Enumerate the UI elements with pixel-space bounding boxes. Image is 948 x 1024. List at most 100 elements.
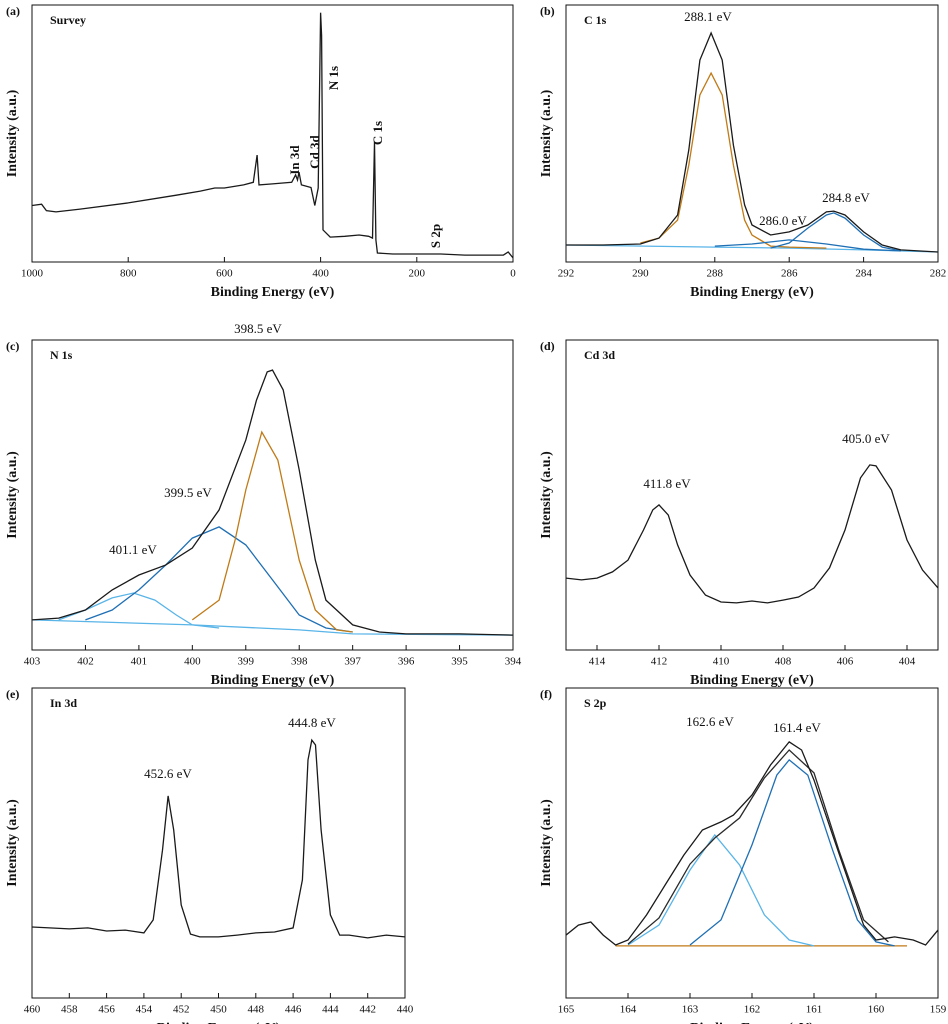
x-tick-label: 452 bbox=[173, 1004, 190, 1016]
panel-label: (a) bbox=[6, 4, 20, 18]
x-tick-label: 396 bbox=[398, 656, 415, 668]
spectrum-line bbox=[566, 244, 938, 253]
y-axis-label: Intensity (a.u.) bbox=[5, 451, 20, 539]
x-tick-label: 410 bbox=[713, 656, 730, 668]
y-axis-label: Intensity (a.u.) bbox=[539, 799, 554, 887]
x-tick-label: 401 bbox=[131, 656, 148, 668]
x-axis-label: Binding Energy (eV) bbox=[690, 673, 814, 688]
peak-label: C 1s bbox=[370, 121, 385, 145]
x-tick-label: 458 bbox=[61, 1004, 78, 1016]
panel-label: (e) bbox=[6, 687, 19, 701]
peak-label: 286.0 eV bbox=[759, 213, 807, 228]
x-tick-label: 395 bbox=[451, 656, 468, 668]
x-axis-label: Binding Energy (eV) bbox=[211, 673, 335, 688]
panel-label: (b) bbox=[540, 4, 555, 18]
x-tick-label: 398 bbox=[291, 656, 308, 668]
x-tick-label: 412 bbox=[651, 656, 668, 668]
spectrum-line bbox=[770, 212, 901, 252]
plot-frame bbox=[565, 339, 939, 651]
x-tick-label: 284 bbox=[855, 268, 872, 280]
x-tick-label: 800 bbox=[120, 268, 137, 280]
x-tick-label: 286 bbox=[781, 268, 798, 280]
x-axis-label: Binding Energy (eV) bbox=[211, 285, 335, 300]
x-tick-label: 399 bbox=[238, 656, 255, 668]
spectrum-line bbox=[627, 749, 889, 945]
x-tick-label: 406 bbox=[837, 656, 854, 668]
peak-label: In 3d bbox=[287, 145, 302, 175]
x-tick-label: 450 bbox=[210, 1004, 227, 1016]
x-axis-label: Binding Energy (eV) bbox=[690, 1021, 814, 1024]
panel-title: In 3d bbox=[50, 696, 77, 710]
spectrum-line bbox=[640, 71, 827, 249]
panel-title: Cd 3d bbox=[584, 348, 615, 362]
panel-title: Survey bbox=[50, 13, 86, 27]
x-axis-label: Binding Energy (eV) bbox=[690, 285, 814, 300]
spectrum-line bbox=[32, 738, 405, 939]
plot-frame bbox=[31, 4, 514, 263]
x-tick-label: 292 bbox=[558, 268, 575, 280]
x-tick-label: 394 bbox=[505, 656, 522, 668]
spectrum-line bbox=[566, 741, 938, 946]
spectrum-line bbox=[627, 833, 815, 947]
x-tick-label: 282 bbox=[930, 268, 947, 280]
x-tick-label: 402 bbox=[77, 656, 94, 668]
spectrum-line bbox=[566, 31, 938, 253]
x-tick-label: 460 bbox=[24, 1004, 41, 1016]
x-tick-label: 159 bbox=[930, 1004, 947, 1016]
x-tick-label: 408 bbox=[775, 656, 792, 668]
spectrum-line bbox=[191, 430, 353, 633]
peak-label: 405.0 eV bbox=[842, 431, 890, 446]
peak-label: 401.1 eV bbox=[109, 542, 157, 557]
plot-frame bbox=[31, 339, 514, 651]
x-tick-label: 456 bbox=[98, 1004, 115, 1016]
spectrum-line bbox=[714, 239, 901, 252]
x-tick-label: 162 bbox=[744, 1004, 761, 1016]
x-tick-label: 444 bbox=[322, 1004, 339, 1016]
panel-title: S 2p bbox=[584, 696, 607, 710]
peak-label: 284.8 eV bbox=[822, 190, 870, 205]
x-tick-label: 165 bbox=[558, 1004, 575, 1016]
peak-label: 452.6 eV bbox=[144, 766, 192, 781]
peak-label: 444.8 eV bbox=[288, 715, 336, 730]
plot-frame bbox=[565, 4, 939, 263]
y-axis-label: Intensity (a.u.) bbox=[5, 799, 20, 887]
x-tick-label: 440 bbox=[397, 1004, 414, 1016]
spectrum-line bbox=[32, 619, 513, 636]
x-tick-label: 0 bbox=[510, 268, 516, 280]
y-axis-label: Intensity (a.u.) bbox=[539, 451, 554, 539]
x-tick-label: 442 bbox=[359, 1004, 376, 1016]
spectrum-line bbox=[32, 12, 513, 259]
x-tick-label: 161 bbox=[806, 1004, 823, 1016]
x-tick-label: 164 bbox=[620, 1004, 637, 1016]
peak-label: 398.5 eV bbox=[234, 321, 282, 336]
spectrum-line bbox=[689, 758, 895, 947]
x-tick-label: 400 bbox=[184, 656, 201, 668]
panel-title: C 1s bbox=[584, 13, 607, 27]
y-axis-label: Intensity (a.u.) bbox=[539, 89, 554, 177]
peak-label: 411.8 eV bbox=[643, 476, 691, 491]
x-tick-label: 448 bbox=[248, 1004, 265, 1016]
x-tick-label: 160 bbox=[868, 1004, 885, 1016]
spectrum-line bbox=[85, 526, 353, 633]
peak-label: N 1s bbox=[326, 66, 341, 90]
x-tick-label: 403 bbox=[24, 656, 41, 668]
peak-label: 399.5 eV bbox=[164, 485, 212, 500]
y-axis-label: Intensity (a.u.) bbox=[5, 89, 20, 177]
x-tick-label: 1000 bbox=[21, 268, 44, 280]
x-tick-label: 446 bbox=[285, 1004, 302, 1016]
peak-label: 161.4 eV bbox=[773, 720, 821, 735]
spectrum-line bbox=[58, 592, 220, 629]
peak-label: 288.1 eV bbox=[684, 9, 732, 24]
x-axis-label: Binding Energy (eV) bbox=[157, 1021, 281, 1024]
x-tick-label: 288 bbox=[707, 268, 724, 280]
x-tick-label: 600 bbox=[216, 268, 233, 280]
x-tick-label: 454 bbox=[136, 1004, 153, 1016]
x-tick-label: 200 bbox=[409, 268, 426, 280]
x-tick-label: 400 bbox=[312, 268, 329, 280]
panel-label: (c) bbox=[6, 339, 19, 353]
plot-frame bbox=[31, 687, 406, 999]
x-tick-label: 414 bbox=[589, 656, 606, 668]
peak-label: 162.6 eV bbox=[686, 714, 734, 729]
peak-label: S 2p bbox=[428, 224, 443, 248]
